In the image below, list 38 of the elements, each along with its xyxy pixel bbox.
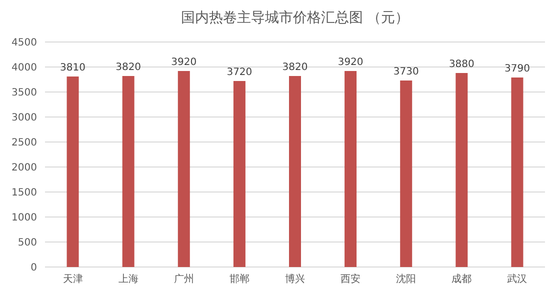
x-tick-label: 西安: [340, 273, 361, 285]
bar: [400, 80, 412, 267]
data-label: 3920: [338, 57, 364, 68]
bar: [122, 76, 134, 267]
data-label: 3920: [171, 57, 197, 68]
chart-title: 国内热卷主导城市价格汇总图 （元）: [180, 10, 410, 26]
x-tick-label: 天津: [62, 273, 83, 285]
bar: [178, 71, 190, 267]
data-label: 3720: [226, 67, 252, 78]
x-tick-label: 沈阳: [396, 273, 416, 285]
data-label: 3880: [448, 59, 474, 70]
x-tick-label: 成都: [452, 273, 472, 285]
x-tick-label: 博兴: [285, 273, 305, 285]
data-label: 3820: [116, 62, 142, 73]
data-label: 3790: [504, 64, 530, 74]
y-tick-label: 3000: [12, 112, 37, 124]
x-tick-label: 上海: [118, 273, 138, 285]
y-tick-label: 2000: [12, 162, 37, 174]
bar: [344, 71, 357, 267]
y-tick-label: 2500: [12, 138, 37, 148]
y-tick-label: 3500: [12, 88, 37, 98]
y-tick-label: 1000: [12, 212, 37, 224]
y-tick-label: 4000: [12, 62, 37, 74]
bar: [233, 81, 246, 267]
data-label: 3820: [282, 62, 308, 73]
x-tick-label: 广州: [174, 273, 194, 285]
y-tick-label: 1500: [12, 188, 37, 198]
data-label: 3810: [60, 62, 86, 74]
y-tick-label: 500: [18, 238, 37, 248]
bar: [289, 76, 301, 267]
x-tick-label: 邯郸: [229, 273, 250, 285]
x-tick-label: 武汉: [507, 273, 528, 285]
bar: [511, 78, 524, 267]
bar: [456, 73, 468, 267]
y-tick-label: 0: [30, 262, 37, 274]
y-tick-label: 4500: [12, 38, 37, 48]
bar: [66, 76, 79, 267]
data-label: 3730: [393, 66, 419, 78]
